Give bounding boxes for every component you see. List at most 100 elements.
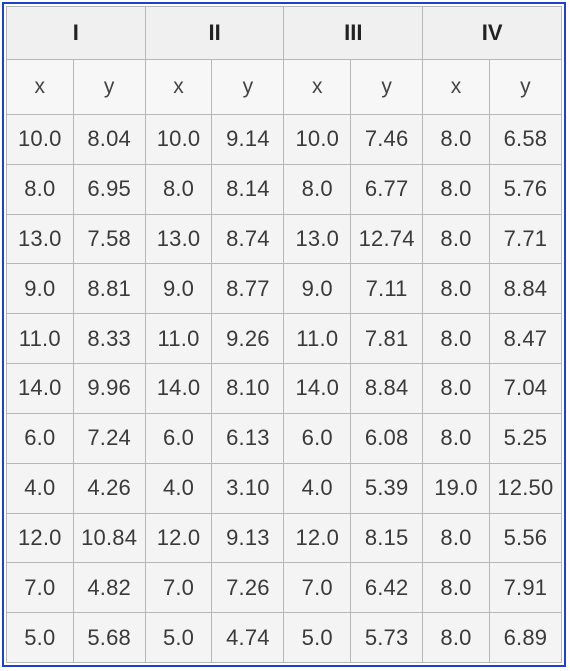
- cell-iii-y: 8.15: [350, 512, 424, 564]
- column-header-x: x: [6, 59, 74, 115]
- cell-i-y: 5.68: [72, 612, 146, 663]
- table-row: 11.0 8.33 11.0 9.26 11.0 7.81 8.0 8.47: [6, 313, 563, 365]
- table-row: 6.0 7.24 6.0 6.13 6.0 6.08 8.0 5.25: [6, 412, 563, 464]
- table-row: 8.0 6.95 8.0 8.14 8.0 6.77 8.0 5.76: [6, 163, 563, 215]
- cell-i-x: 6.0: [6, 412, 74, 464]
- cell-ii-x: 10.0: [144, 114, 213, 165]
- cell-iii-x: 6.0: [283, 412, 352, 464]
- table-header: I II III IV x y x y x y x y: [6, 6, 563, 115]
- cell-iv-y: 12.50: [488, 462, 563, 514]
- column-header-row: x y x y x y x y: [6, 59, 563, 115]
- cell-iii-y: 8.84: [350, 363, 424, 414]
- cell-iv-x: 8.0: [422, 213, 490, 265]
- cell-i-y: 8.33: [72, 313, 146, 365]
- cell-iv-x: 8.0: [422, 562, 490, 614]
- cell-ii-x: 12.0: [144, 512, 213, 564]
- cell-iv-x: 8.0: [422, 114, 490, 165]
- cell-iii-y: 6.42: [350, 562, 424, 614]
- cell-i-y: 4.82: [72, 562, 146, 614]
- cell-ii-y: 8.10: [211, 363, 285, 414]
- cell-iii-x: 10.0: [283, 114, 352, 165]
- data-table: I II III IV x y x y x y x y 10.0 8.04 10.0…: [6, 6, 563, 663]
- table-row: 9.0 8.81 9.0 8.77 9.0 7.11 8.0 8.84: [6, 263, 563, 315]
- column-header-y: y: [350, 59, 424, 115]
- cell-iv-y: 6.58: [488, 114, 563, 165]
- column-header-x: x: [422, 59, 490, 115]
- cell-i-x: 8.0: [6, 163, 74, 215]
- cell-i-y: 6.95: [72, 163, 146, 215]
- cell-iv-y: 8.84: [488, 263, 563, 315]
- cell-ii-x: 9.0: [144, 263, 213, 315]
- column-header-y: y: [211, 59, 285, 115]
- column-header-x: x: [144, 59, 213, 115]
- cell-iv-x: 8.0: [422, 412, 490, 464]
- cell-iv-x: 8.0: [422, 313, 490, 365]
- cell-i-y: 7.24: [72, 412, 146, 464]
- table-row: 5.0 5.68 5.0 4.74 5.0 5.73 8.0 6.89: [6, 612, 563, 663]
- table-row: 13.0 7.58 13.0 8.74 13.0 12.74 8.0 7.71: [6, 213, 563, 265]
- cell-iii-x: 14.0: [283, 363, 352, 414]
- cell-iii-x: 5.0: [283, 612, 352, 663]
- table-row: 10.0 8.04 10.0 9.14 10.0 7.46 8.0 6.58: [6, 114, 563, 165]
- group-header-ii: II: [144, 6, 285, 60]
- cell-ii-x: 6.0: [144, 412, 213, 464]
- cell-ii-x: 13.0: [144, 213, 213, 265]
- cell-iii-x: 9.0: [283, 263, 352, 315]
- cell-iv-y: 5.76: [488, 163, 563, 215]
- cell-iv-y: 7.04: [488, 363, 563, 414]
- cell-iii-x: 13.0: [283, 213, 352, 265]
- cell-iii-y: 6.08: [350, 412, 424, 464]
- cell-ii-y: 6.13: [211, 412, 285, 464]
- cell-iv-x: 19.0: [422, 462, 490, 514]
- cell-iii-y: 7.46: [350, 114, 424, 165]
- cell-ii-y: 9.14: [211, 114, 285, 165]
- cell-i-y: 10.84: [72, 512, 146, 564]
- table-body: 10.0 8.04 10.0 9.14 10.0 7.46 8.0 6.58 8.0 6.95 8.…: [6, 114, 563, 663]
- cell-ii-x: 14.0: [144, 363, 213, 414]
- cell-ii-y: 8.14: [211, 163, 285, 215]
- cell-ii-y: 8.74: [211, 213, 285, 265]
- cell-iv-x: 8.0: [422, 512, 490, 564]
- cell-iii-x: 7.0: [283, 562, 352, 614]
- group-header-row: I II III IV: [6, 6, 562, 60]
- cell-ii-y: 9.26: [211, 313, 285, 365]
- group-header-iii: III: [283, 6, 424, 60]
- column-header-y: y: [488, 59, 563, 115]
- cell-i-x: 14.0: [6, 363, 74, 414]
- cell-i-y: 9.96: [72, 363, 146, 414]
- table-row: 12.0 10.84 12.0 9.13 12.0 8.15 8.0 5.56: [6, 512, 563, 564]
- cell-ii-x: 7.0: [144, 562, 213, 614]
- cell-iv-y: 8.47: [488, 313, 563, 365]
- cell-iii-y: 6.77: [350, 163, 424, 215]
- cell-ii-x: 4.0: [144, 462, 213, 514]
- cell-ii-y: 7.26: [211, 562, 285, 614]
- cell-i-y: 8.81: [72, 263, 146, 315]
- cell-i-x: 7.0: [6, 562, 74, 614]
- cell-iii-y: 7.11: [350, 263, 424, 315]
- cell-i-y: 4.26: [72, 462, 146, 514]
- group-header-iv: IV: [422, 6, 562, 60]
- cell-i-y: 8.04: [72, 114, 146, 165]
- table-row: 14.0 9.96 14.0 8.10 14.0 8.84 8.0 7.04: [6, 363, 563, 414]
- cell-ii-y: 4.74: [211, 612, 285, 663]
- table-row: 7.0 4.82 7.0 7.26 7.0 6.42 8.0 7.91: [6, 562, 563, 614]
- cell-ii-x: 8.0: [144, 163, 213, 215]
- cell-iv-y: 7.91: [488, 562, 563, 614]
- cell-iii-x: 11.0: [283, 313, 352, 365]
- cell-i-y: 7.58: [72, 213, 146, 265]
- cell-iii-y: 12.74: [350, 213, 424, 265]
- column-header-y: y: [72, 59, 146, 115]
- cell-iv-x: 8.0: [422, 363, 490, 414]
- cell-iv-y: 6.89: [488, 612, 563, 663]
- column-header-x: x: [283, 59, 352, 115]
- group-header-i: I: [6, 6, 146, 60]
- cell-i-x: 13.0: [6, 213, 74, 265]
- cell-i-x: 11.0: [6, 313, 74, 365]
- cell-i-x: 9.0: [6, 263, 74, 315]
- cell-ii-y: 9.13: [211, 512, 285, 564]
- cell-iv-x: 8.0: [422, 163, 490, 215]
- cell-iv-y: 7.71: [488, 213, 563, 265]
- cell-ii-x: 5.0: [144, 612, 213, 663]
- cell-iii-y: 7.81: [350, 313, 424, 365]
- cell-iii-y: 5.39: [350, 462, 424, 514]
